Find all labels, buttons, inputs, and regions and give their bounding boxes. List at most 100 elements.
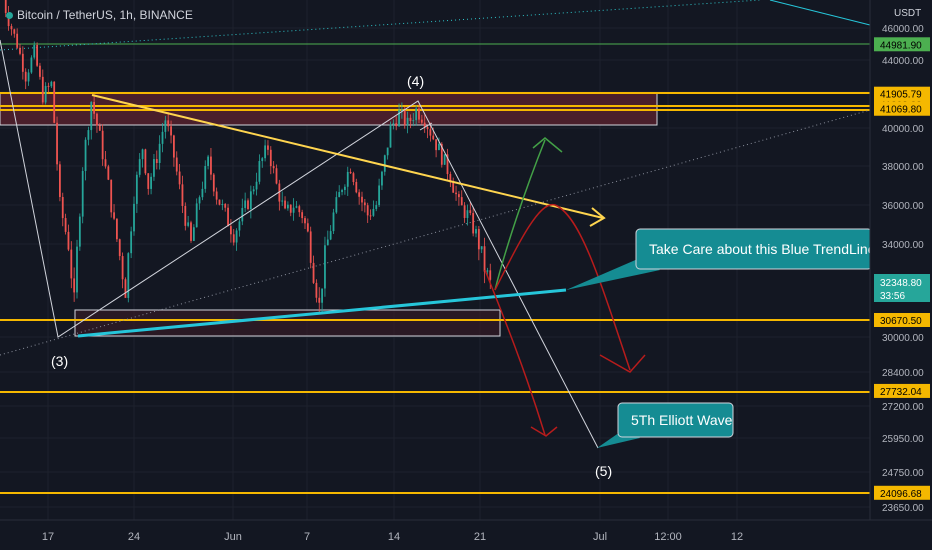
level-badge: 27732.04: [874, 383, 930, 398]
candle-body: [221, 204, 224, 206]
candle-body: [93, 101, 95, 114]
candle-body: [96, 113, 98, 126]
x-tick-label: Jul: [593, 531, 607, 543]
level-badge-value: 27732.04: [880, 387, 922, 398]
candle-body: [332, 212, 335, 232]
candle-body: [98, 125, 101, 131]
red-bearish-path-1[interactable]: [494, 203, 631, 371]
candle-body: [432, 135, 435, 140]
x-tick-label: 7: [304, 531, 310, 543]
y-tick-label: 38000.00: [882, 162, 924, 173]
x-tick-label: 14: [388, 531, 400, 543]
candle-body: [210, 156, 212, 175]
candle-body: [375, 205, 378, 209]
level-badge: 24096.68: [874, 485, 930, 500]
candle-body: [438, 143, 440, 151]
candle-body: [41, 76, 44, 103]
candle-body: [192, 227, 195, 241]
support-zone[interactable]: [74, 309, 501, 337]
candle-body: [141, 149, 144, 160]
candle-body: [212, 174, 215, 192]
candle-body: [363, 202, 366, 206]
symbol-title-text: Bitcoin / TetherUS, 1h, BINANCE: [17, 8, 193, 22]
candle-body: [466, 210, 469, 218]
price-axis[interactable]: USDT 46000.0044000.0042000.0040000.00380…: [869, 0, 932, 550]
candle-body: [84, 139, 87, 171]
candle-body: [272, 166, 275, 169]
green-arrow-head: [532, 137, 563, 153]
candle-body: [238, 221, 241, 231]
time-axis[interactable]: 17 24 Jun 7 14 21 Jul 12:00 12: [0, 519, 932, 543]
candle-body: [178, 171, 181, 185]
candle-body: [295, 206, 298, 208]
candle-body: [107, 166, 110, 180]
candle-body: [392, 123, 395, 125]
candle-body: [443, 154, 446, 165]
callout-blue-trendline[interactable]: Take Care about this Blue TrendLine !!!: [566, 228, 891, 290]
candle-body: [281, 200, 284, 202]
dotted-trendline-upper[interactable]: [0, 0, 761, 51]
candle-body: [329, 231, 332, 240]
y-tick-label: 40000.00: [882, 124, 924, 135]
candle-body: [409, 117, 412, 121]
candle-body: [64, 218, 67, 232]
candle-body: [267, 145, 269, 150]
candle-body: [187, 222, 190, 226]
wave-label-3: (3): [51, 353, 68, 369]
candle-body: [113, 212, 115, 219]
candle-body: [218, 199, 221, 205]
x-tick-label: 17: [42, 531, 54, 543]
candle-body: [24, 71, 27, 82]
candle-body: [324, 245, 326, 289]
candle-body: [53, 81, 56, 123]
candle-body: [352, 173, 355, 183]
candle-body: [309, 231, 312, 263]
wave-channel-line[interactable]: [419, 122, 433, 131]
y-tick-label: 25950.00: [882, 434, 924, 445]
candle-body: [150, 176, 152, 189]
elliott-wave-lines[interactable]: [0, 39, 599, 449]
candle-body: [230, 226, 232, 235]
candle-body: [144, 149, 147, 174]
candle-body: [249, 191, 252, 210]
candle-body: [78, 216, 81, 247]
chart-grid: [0, 0, 870, 520]
callout-elliott-wave[interactable]: 5Th Elliott Wave: [597, 402, 734, 448]
candle-body: [110, 179, 113, 213]
candle-body: [335, 197, 338, 213]
candle-body: [201, 188, 204, 198]
candle-body: [261, 158, 264, 162]
blue-support-trendline[interactable]: [77, 288, 567, 338]
candle-body: [344, 186, 346, 190]
candle-body: [27, 72, 30, 82]
candle-body: [318, 297, 321, 303]
candle-body: [469, 210, 472, 214]
candle-body: [452, 182, 455, 193]
green-bullish-path[interactable]: [494, 139, 546, 291]
candle-body: [446, 154, 449, 175]
y-tick-label: 36000.00: [882, 201, 924, 212]
candle-body: [378, 185, 380, 206]
candle-body: [67, 231, 70, 250]
y-tick-label: 28400.00: [882, 368, 924, 379]
candle-body: [195, 203, 198, 228]
red-bearish-path-2[interactable]: [484, 269, 546, 436]
candle-body: [21, 53, 24, 72]
teal-trendline-top[interactable]: [769, 0, 871, 26]
candle-body: [372, 208, 375, 216]
candle-body: [235, 230, 238, 243]
candle-body: [258, 161, 261, 182]
callout-blue-trendline-text: Take Care about this Blue TrendLine !!!: [649, 241, 891, 257]
candle-body: [36, 45, 38, 66]
triangle-upper-line[interactable]: [91, 94, 604, 219]
candle-body: [338, 192, 341, 198]
candle-body: [287, 204, 289, 209]
level-badge: 41905.79: [874, 86, 930, 101]
candle-body: [346, 171, 349, 187]
candle-body: [13, 29, 16, 34]
candle-body: [304, 218, 306, 224]
y-tick-label: 24750.00: [882, 468, 924, 479]
y-tick-label: 34000.00: [882, 240, 924, 251]
candle-body: [321, 288, 323, 303]
